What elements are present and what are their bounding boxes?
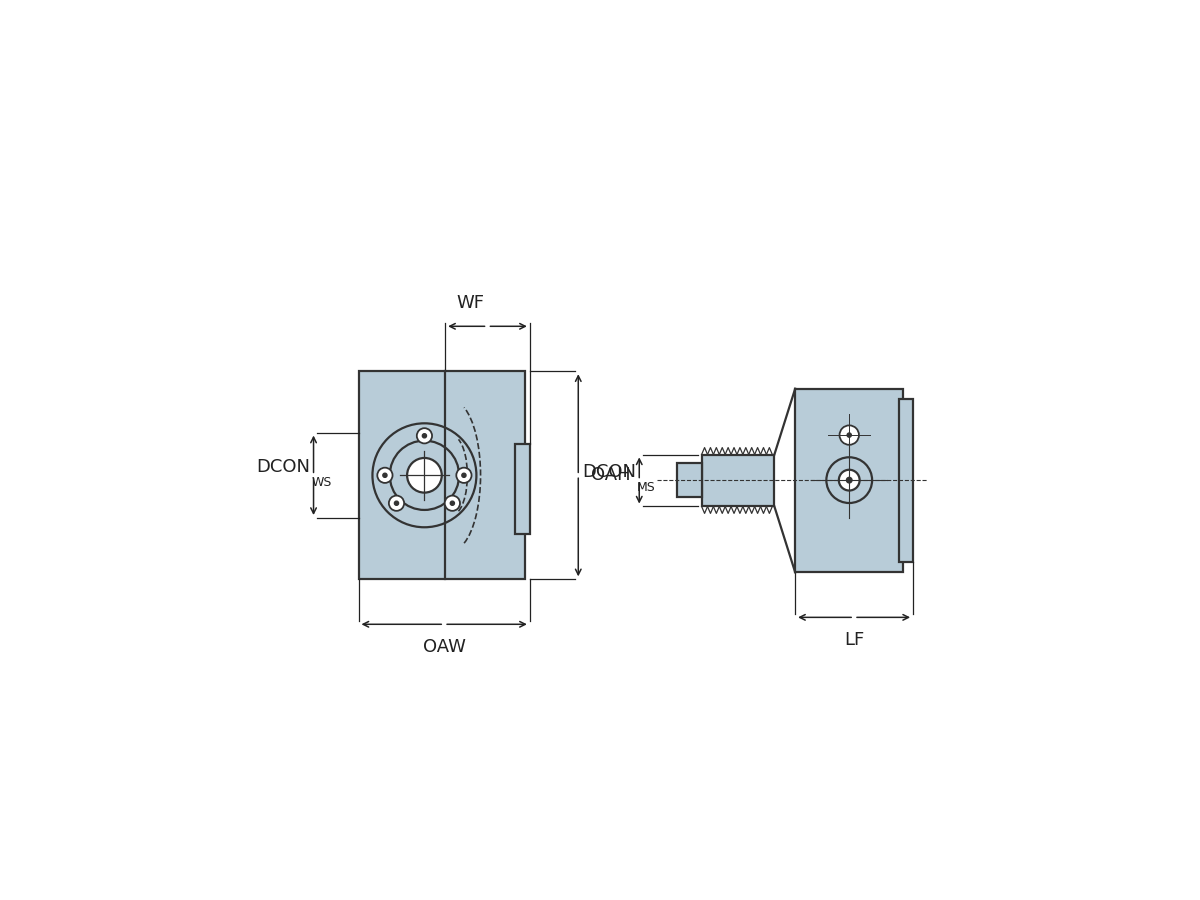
Bar — [359, 372, 524, 580]
Circle shape — [847, 433, 851, 437]
Circle shape — [422, 434, 426, 438]
Circle shape — [389, 496, 404, 511]
Circle shape — [840, 426, 859, 445]
Circle shape — [462, 473, 466, 477]
Circle shape — [416, 428, 432, 444]
Circle shape — [407, 458, 442, 492]
Circle shape — [395, 501, 398, 505]
Text: WS: WS — [312, 476, 332, 489]
Text: LF: LF — [844, 631, 864, 649]
Circle shape — [846, 477, 852, 483]
Bar — [677, 463, 702, 498]
Bar — [515, 444, 529, 535]
Circle shape — [450, 501, 455, 505]
Circle shape — [445, 496, 460, 511]
Text: OAH: OAH — [590, 466, 630, 484]
Text: DCON: DCON — [582, 464, 636, 482]
Bar — [899, 399, 913, 562]
Circle shape — [456, 468, 472, 483]
Circle shape — [383, 473, 388, 477]
Text: OAW: OAW — [422, 638, 466, 656]
Circle shape — [839, 470, 859, 490]
Bar — [796, 389, 902, 572]
Text: WF: WF — [456, 294, 484, 312]
Circle shape — [377, 468, 392, 483]
Text: DCON: DCON — [256, 458, 310, 476]
Text: MS: MS — [637, 481, 656, 494]
Bar — [702, 454, 774, 507]
